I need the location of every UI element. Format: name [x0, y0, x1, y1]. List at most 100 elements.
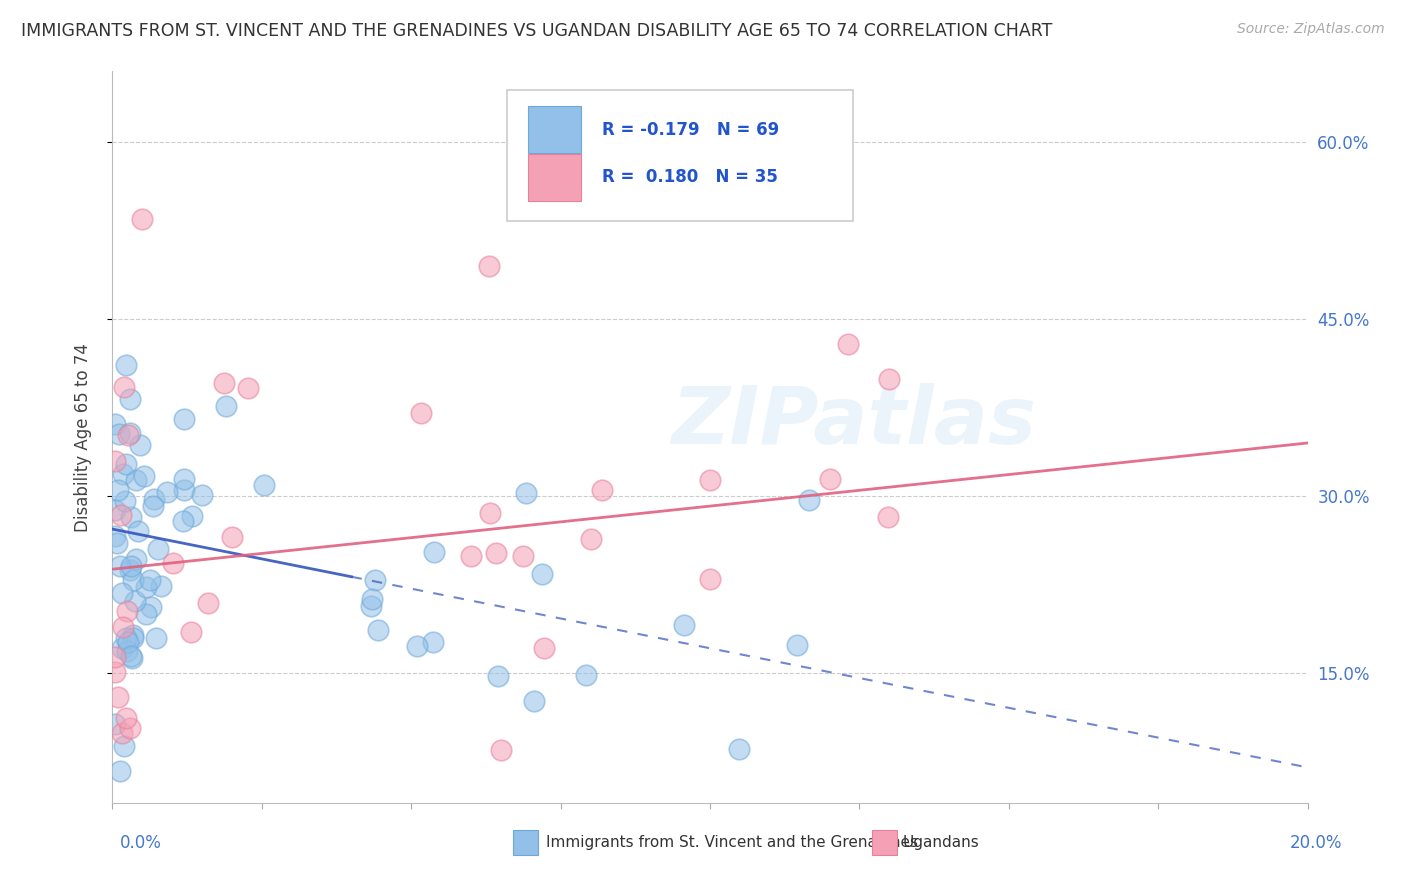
Point: [367, 623, 389, 637]
Point: [180, 624, 202, 639]
Point: [115, 711, 138, 725]
Point: [104, 417, 127, 431]
Point: [104, 502, 127, 516]
Point: [121, 574, 143, 588]
Point: [122, 628, 145, 642]
Point: [105, 535, 128, 549]
Point: [512, 549, 534, 563]
Point: [114, 493, 136, 508]
Point: [215, 399, 238, 413]
Point: [115, 358, 138, 372]
Point: [197, 596, 219, 610]
Point: [135, 607, 157, 621]
Point: [173, 472, 195, 486]
Point: [523, 694, 546, 708]
Point: [139, 599, 162, 614]
Point: [364, 573, 387, 587]
Point: [111, 725, 134, 739]
Text: Source: ZipAtlas.com: Source: ZipAtlas.com: [1237, 22, 1385, 37]
Point: [877, 509, 900, 524]
Point: [191, 488, 214, 502]
Point: [699, 473, 721, 487]
Point: [221, 530, 243, 544]
Point: [111, 467, 134, 481]
Point: [156, 485, 179, 500]
Point: [112, 620, 135, 634]
Point: [253, 478, 276, 492]
Point: [530, 566, 553, 581]
Point: [212, 376, 235, 391]
Point: [134, 469, 156, 483]
Point: [118, 563, 141, 577]
Point: [173, 483, 195, 497]
Point: [104, 665, 127, 680]
Point: [478, 506, 501, 520]
Point: [786, 638, 808, 652]
Point: [145, 631, 167, 645]
Point: [118, 721, 141, 735]
Point: [129, 438, 152, 452]
FancyBboxPatch shape: [508, 89, 853, 221]
Point: [139, 573, 162, 587]
Text: Immigrants from St. Vincent and the Grenadines: Immigrants from St. Vincent and the Gren…: [546, 835, 918, 849]
Point: [409, 406, 432, 420]
Point: [818, 472, 841, 486]
Point: [120, 425, 142, 440]
Text: 20.0%: 20.0%: [1291, 834, 1343, 852]
Point: [360, 599, 382, 613]
Point: [111, 585, 134, 599]
Point: [460, 549, 482, 563]
Point: [104, 717, 127, 731]
Point: [115, 632, 138, 646]
Point: [108, 764, 131, 779]
Point: [104, 650, 127, 665]
Point: [181, 508, 204, 523]
Point: [112, 739, 135, 753]
Point: [120, 392, 142, 407]
Text: R = -0.179   N = 69: R = -0.179 N = 69: [603, 121, 780, 139]
Point: [131, 211, 153, 226]
Point: [107, 483, 129, 497]
FancyBboxPatch shape: [529, 106, 581, 153]
Point: [728, 742, 751, 756]
Point: [120, 510, 142, 524]
Point: [837, 336, 859, 351]
Point: [797, 493, 820, 508]
Point: [361, 591, 384, 606]
Point: [115, 644, 138, 658]
Point: [120, 649, 142, 664]
Point: [108, 427, 131, 442]
Text: 0.0%: 0.0%: [120, 834, 162, 852]
Text: R =  0.180   N = 35: R = 0.180 N = 35: [603, 169, 779, 186]
Point: [104, 529, 127, 543]
Point: [112, 380, 135, 394]
Point: [125, 474, 148, 488]
Point: [236, 381, 259, 395]
Point: [486, 669, 509, 683]
Point: [422, 635, 444, 649]
Text: Ugandans: Ugandans: [903, 835, 980, 849]
Point: [405, 639, 427, 653]
Point: [172, 514, 194, 528]
Point: [162, 556, 184, 570]
Point: [117, 635, 139, 649]
Point: [122, 631, 145, 645]
Point: [485, 547, 508, 561]
Text: ZIPatlas: ZIPatlas: [671, 384, 1036, 461]
Text: IMMIGRANTS FROM ST. VINCENT AND THE GRENADINES VS UGANDAN DISABILITY AGE 65 TO 7: IMMIGRANTS FROM ST. VINCENT AND THE GREN…: [21, 22, 1053, 40]
Point: [478, 259, 501, 273]
Point: [120, 558, 142, 573]
Point: [124, 594, 146, 608]
Point: [115, 604, 138, 618]
Point: [124, 551, 146, 566]
Point: [173, 411, 195, 425]
Point: [146, 542, 169, 557]
Point: [142, 499, 165, 513]
Point: [117, 428, 139, 442]
Point: [879, 371, 901, 385]
Point: [127, 524, 149, 538]
Point: [110, 508, 132, 522]
Point: [142, 492, 165, 507]
FancyBboxPatch shape: [529, 154, 581, 201]
Point: [699, 573, 721, 587]
